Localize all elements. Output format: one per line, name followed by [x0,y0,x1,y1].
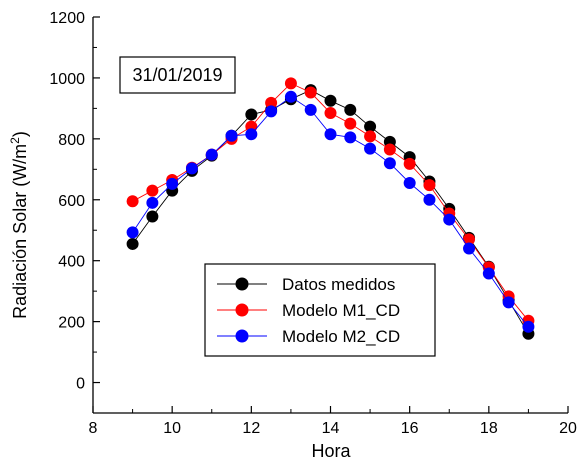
legend-label: Modelo M1_CD [282,301,400,320]
date-annotation-text: 31/01/2019 [132,65,222,85]
legend-marker [235,329,249,343]
x-tick-label: 8 [89,420,98,437]
data-point [265,105,278,118]
data-point [166,177,179,190]
data-point [423,179,436,192]
data-point [364,142,377,155]
data-point [383,143,396,156]
data-point [146,184,159,197]
y-tick-label: 400 [58,254,85,271]
data-point [245,108,258,121]
data-point [185,162,198,175]
data-point [482,267,495,280]
data-point [463,242,476,255]
data-point [324,106,337,119]
x-tick-label: 14 [322,420,340,437]
data-point [225,129,238,142]
data-point [146,210,159,223]
data-point [304,103,317,116]
x-tick-label: 10 [163,420,181,437]
x-tick-label: 12 [242,420,260,437]
data-point [284,77,297,90]
data-point [522,320,535,333]
x-tick-label: 20 [559,420,577,437]
data-point [126,195,139,208]
data-point [403,157,416,170]
data-point [146,196,159,209]
data-point [324,94,337,107]
data-point [463,233,476,246]
x-tick-label: 16 [401,420,419,437]
data-point [205,148,218,161]
date-annotation-box [119,56,236,94]
legend-marker [235,303,249,317]
data-point [344,103,357,116]
y-tick-label: 800 [58,132,85,149]
data-point [265,96,278,109]
data-point [126,226,139,239]
y-axis-title-sup: 2 [8,137,22,144]
y-tick-label: 1200 [49,10,85,27]
y-axis-title: Radiación Solar (W/m2) [8,131,30,319]
data-point [344,117,357,130]
y-tick-label: 0 [76,376,85,393]
y-tick-label: 1000 [49,71,85,88]
series-layer [126,77,535,340]
data-point [126,237,139,250]
legend-label: Modelo M2_CD [282,327,400,346]
data-point [245,128,258,141]
x-axis-title: Hora [311,441,351,461]
legend-marker [235,277,249,291]
data-point [423,193,436,206]
legend: Datos medidos Modelo M1_CD Modelo M2_CD [204,263,436,357]
data-point [502,296,515,309]
data-point [403,177,416,190]
data-point [304,86,317,99]
y-tick-label: 200 [58,315,85,332]
data-point [344,131,357,144]
y-tick-label: 600 [58,193,85,210]
series-2 [126,90,535,333]
date-annotation: 31/01/2019 [119,56,236,94]
data-point [383,157,396,170]
data-point [284,90,297,103]
data-point [364,120,377,133]
data-point [443,213,456,226]
data-point [364,130,377,143]
y-axis-title-close: ) [10,131,30,137]
y-axis-title-main: Radiación Solar (W/m [10,144,30,319]
data-point [324,128,337,141]
legend-label: Datos medidos [282,275,395,294]
x-tick-label: 18 [480,420,498,437]
